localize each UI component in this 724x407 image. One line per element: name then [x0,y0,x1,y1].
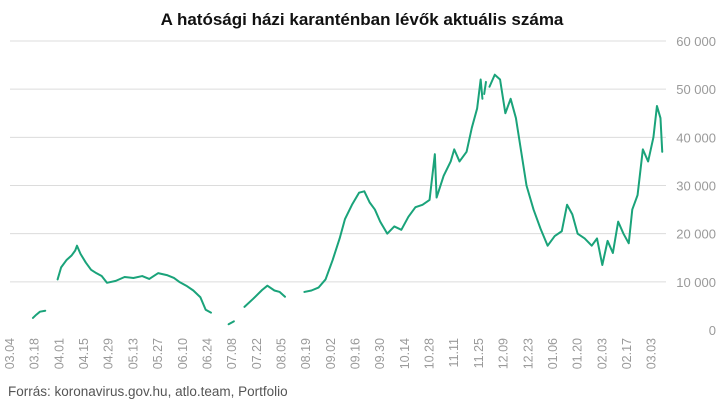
series-line [227,320,235,326]
x-tick-label: 04.01 [52,338,66,369]
y-tick-label: 20 000 [676,227,716,242]
x-tick-label: 06.10 [176,338,190,369]
x-tick-label: 09.16 [349,338,363,369]
series-line [243,284,286,308]
x-tick-label: 02.17 [620,338,634,369]
x-tick-label: 09.02 [324,338,338,369]
x-tick-label: 07.08 [225,338,239,369]
x-tick-label: 11.25 [472,338,486,368]
y-tick-label: 30 000 [676,179,716,194]
x-tick-label: 04.15 [77,338,91,369]
x-tick-label: 11.11 [447,338,461,367]
x-tick-label: 12.23 [521,338,535,369]
y-tick-label: 60 000 [676,34,716,49]
x-tick-label: 09.30 [373,338,387,369]
x-tick-label: 03.18 [28,338,42,369]
y-tick-label: 50 000 [676,82,716,97]
x-tick-label: 04.29 [102,338,116,369]
source-note: Forrás: koronavirus.gov.hu, atlo.team, P… [8,384,288,399]
x-tick-label: 01.20 [571,338,585,369]
y-tick-label: 0 [709,323,716,338]
x-tick-label: 05.13 [126,338,140,369]
x-tick-label: 10.14 [398,338,412,369]
x-axis-ticks: 03.04 03.18 04.01 04.15 04.29 05.13 05.27 06.10… [3,338,659,369]
x-tick-label: 12.09 [497,338,511,369]
x-tick-label: 03.04 [3,338,17,369]
x-tick-label: 01.06 [546,338,560,369]
y-axis-ticks: 0 10 000 20 000 30 000 40 000 50 000 60 000 [676,34,716,338]
x-tick-label: 08.05 [274,338,288,369]
chart-title: A hatósági házi karanténban lévők aktuál… [160,10,564,29]
x-tick-label: 02.03 [595,338,609,369]
series-line [31,309,47,319]
x-tick-label: 03.03 [645,338,659,369]
x-tick-label: 10.28 [423,338,437,369]
y-tick-label: 40 000 [676,130,716,145]
data-series [31,73,664,326]
series-line [56,244,212,314]
y-tick-label: 10 000 [676,275,716,290]
series-line [483,80,487,95]
x-tick-label: 07.22 [250,338,264,369]
x-tick-label: 06.24 [200,338,214,369]
x-tick-label: 05.27 [151,338,165,369]
gridlines [10,40,666,283]
series-line [303,78,484,293]
x-tick-label: 08.19 [299,338,313,369]
series-line [488,73,664,266]
